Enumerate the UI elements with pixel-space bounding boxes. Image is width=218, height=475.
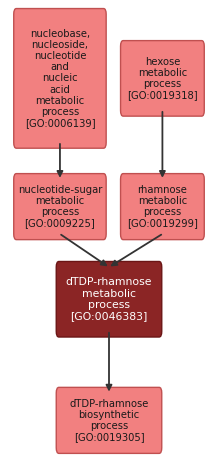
FancyBboxPatch shape: [56, 388, 162, 453]
FancyBboxPatch shape: [14, 9, 106, 148]
Text: rhamnose
metabolic
process
[GO:0019299]: rhamnose metabolic process [GO:0019299]: [127, 185, 198, 228]
Text: nucleobase,
nucleoside,
nucleotide
and
nucleic
acid
metabolic
process
[GO:000613: nucleobase, nucleoside, nucleotide and n…: [25, 28, 95, 128]
FancyBboxPatch shape: [14, 174, 106, 240]
FancyBboxPatch shape: [56, 261, 162, 337]
Text: hexose
metabolic
process
[GO:0019318]: hexose metabolic process [GO:0019318]: [127, 57, 198, 100]
Text: dTDP-rhamnose
biosynthetic
process
[GO:0019305]: dTDP-rhamnose biosynthetic process [GO:0…: [69, 399, 149, 442]
FancyBboxPatch shape: [121, 174, 204, 240]
FancyBboxPatch shape: [121, 41, 204, 116]
Text: dTDP-rhamnose
metabolic
process
[GO:0046383]: dTDP-rhamnose metabolic process [GO:0046…: [66, 277, 152, 321]
Text: nucleotide-sugar
metabolic
process
[GO:0009225]: nucleotide-sugar metabolic process [GO:0…: [18, 185, 102, 228]
